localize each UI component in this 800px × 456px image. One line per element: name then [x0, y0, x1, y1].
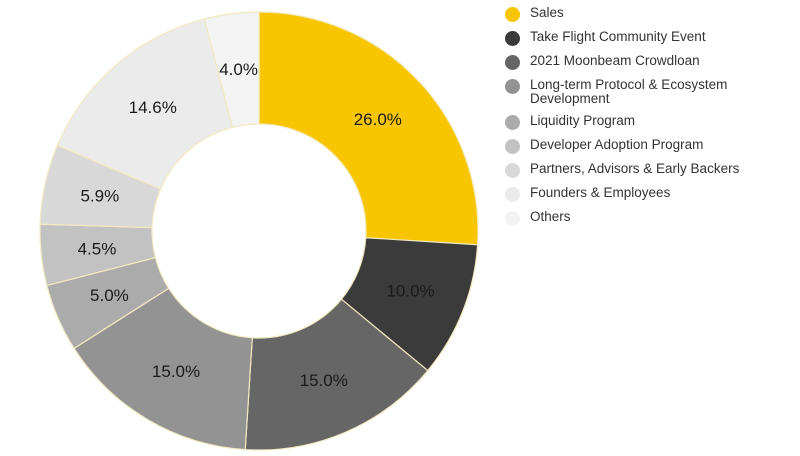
slice-label-2: 15.0%: [300, 371, 348, 390]
legend-item-1: Take Flight Community Event: [505, 30, 795, 46]
slice-label-8: 4.0%: [219, 60, 258, 79]
legend-swatch-7: [505, 187, 520, 202]
legend-label-1: Take Flight Community Event: [530, 29, 706, 44]
slice-3: [73, 287, 253, 451]
legend-label-7: Founders & Employees: [530, 185, 671, 200]
slice-8: [203, 11, 260, 129]
legend-item-4: Liquidity Program: [505, 114, 795, 130]
slice-0: [258, 11, 479, 246]
slice-7: [56, 18, 234, 190]
legend-swatch-3: [505, 79, 520, 94]
legend-item-2: 2021 Moonbeam Crowdloan: [505, 54, 795, 70]
legend-swatch-5: [505, 139, 520, 154]
legend-label-4: Liquidity Program: [530, 113, 636, 128]
legend-label-0: Sales: [530, 5, 564, 20]
slice-label-4: 5.0%: [90, 286, 129, 305]
legend-label-2: 2021 Moonbeam Crowdloan: [530, 53, 700, 68]
legend-swatch-8: [505, 211, 520, 226]
slice-label-3: 15.0%: [152, 362, 200, 381]
legend-swatch-6: [505, 163, 520, 178]
legend-item-8: Others: [505, 210, 795, 226]
legend-item-0: Sales: [505, 6, 795, 22]
donut-chart: 26.0% 10.0% 15.0% 15.0% 5.0% 4.5% 5.9% 14.6% 4.0…: [39, 11, 479, 451]
donut-slices: [39, 11, 479, 451]
slice-labels: 26.0% 10.0% 15.0% 15.0% 5.0% 4.5% 5.9% 14.6% 4.0…: [78, 60, 435, 390]
slice-label-7: 14.6%: [129, 98, 177, 117]
legend-label-8: Others: [530, 209, 571, 224]
chart-legend: Sales Take Flight Community Event 2021 Moo…: [505, 6, 795, 234]
legend-item-5: Developer Adoption Program: [505, 138, 795, 154]
slice-label-6: 5.9%: [80, 186, 119, 205]
slice-label-0: 26.0%: [354, 110, 402, 129]
legend-label-6: Partners, Advisors & Early Backers: [530, 161, 740, 176]
legend-swatch-4: [505, 115, 520, 130]
legend-item-3: Long-term Protocol & Ecosystem Developme…: [505, 78, 795, 106]
slice-label-5: 4.5%: [78, 239, 117, 258]
legend-item-7: Founders & Employees: [505, 186, 795, 202]
slice-label-1: 10.0%: [386, 282, 434, 301]
legend-label-3: Long-term Protocol & Ecosystem Developme…: [530, 77, 728, 106]
legend-label-5: Developer Adoption Program: [530, 137, 704, 152]
legend-swatch-0: [505, 7, 520, 22]
legend-swatch-2: [505, 55, 520, 70]
legend-item-6: Partners, Advisors & Early Backers: [505, 162, 795, 178]
slice-2: [244, 298, 429, 451]
legend-swatch-1: [505, 31, 520, 46]
